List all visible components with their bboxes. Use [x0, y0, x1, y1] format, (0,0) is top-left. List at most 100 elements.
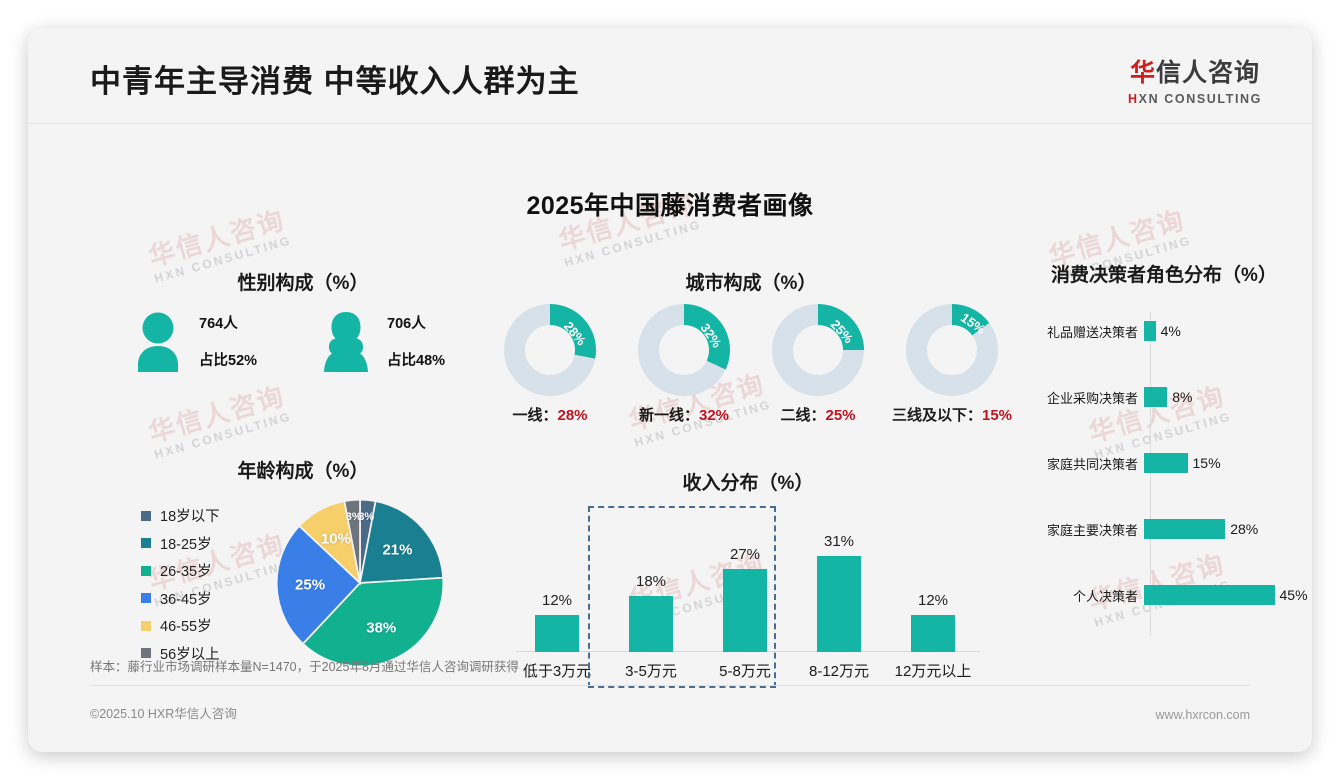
legend-item: 18岁以下: [141, 502, 220, 530]
pie-slice: [343, 498, 361, 584]
legend-item: 36-45岁: [141, 585, 220, 613]
city-donut-item: 32% 新一线：32%: [620, 304, 748, 425]
decision-maker-chart: 礼品赠送决策者 4% 企业采购决策者 8% 家庭共同决策者 15% 家庭主要决策者 28% 个人…: [1014, 306, 1312, 636]
legend-swatch: [141, 510, 151, 521]
city-label-tier1: 一线：28%: [486, 404, 614, 425]
city-label-tier3: 三线及以下：15%: [888, 404, 1016, 425]
gender-female-share: 占比48%: [387, 353, 446, 369]
donut-chart-tier3: 15%: [906, 304, 998, 396]
income-category-label: 低于3万元: [522, 663, 592, 680]
gender-item-male: 764人 占比52%: [131, 310, 257, 372]
pie-value-label: 25%: [295, 576, 326, 594]
decision-maker-section: 消费决策者角色分布（%） 礼品赠送决策者 4% 企业采购决策者 8% 家庭共同决策者 15…: [1014, 260, 1312, 636]
infographic-card: 华信人咨询 HXN CONSULTING 华信人咨询 HXN CONSULTIN…: [28, 28, 1312, 752]
legend-label: 26-35岁: [160, 564, 212, 581]
city-name: 一线：: [512, 407, 558, 424]
city-donut-item: 15% 三线及以下：15%: [888, 304, 1016, 425]
income-bar: [817, 556, 861, 652]
chart-main-title: 2025年中国藤消费者画像: [526, 192, 814, 220]
decision-row-label: 礼品赠送决策者: [1046, 324, 1138, 340]
income-bar: [911, 614, 955, 652]
legend-item: 26-35岁: [141, 557, 220, 585]
donut-chart-tier1: 28%: [504, 304, 596, 396]
legend-item: 18-25岁: [141, 530, 220, 558]
legend-label: 18-25岁: [160, 536, 212, 553]
pie-slice: [301, 576, 445, 668]
decision-maker-title: 消费决策者角色分布（%）: [1051, 265, 1277, 286]
city-section: 城市构成（%） 28% 一线：28% 32% 新一线：32% 25%: [486, 268, 1016, 424]
logo-en-red: H: [1128, 92, 1139, 106]
city-name: 二线：: [780, 407, 826, 424]
income-bar-value: 31%: [823, 533, 855, 551]
income-bar-column: 27%: [698, 546, 792, 652]
age-section-title: 年龄构成（%）: [237, 461, 369, 482]
pie-slice: [275, 524, 362, 645]
legend-item: 46-55岁: [141, 612, 220, 640]
legend-label: 36-45岁: [160, 591, 212, 608]
watermark-en: HXN CONSULTING: [562, 217, 704, 270]
city-name: 新一线：: [638, 407, 699, 424]
decision-row-label: 企业采购决策者: [1046, 390, 1138, 406]
page-title: 中青年主导消费 中等收入人群为主: [90, 64, 580, 99]
decision-row-bar: [1144, 387, 1168, 407]
male-person-icon: [131, 310, 185, 372]
donut-hole: [927, 325, 977, 375]
decision-row-value: 15%: [1192, 455, 1221, 471]
decision-row-value: 45%: [1279, 587, 1308, 603]
age-pie-chart: 3% 21% 38% 25% 10% 3%: [275, 498, 445, 668]
watermark: 华信人咨询 HXN CONSULTING: [145, 381, 294, 462]
gender-male-count: 764人: [199, 316, 238, 332]
logo-english-text: HXN CONSULTING: [1128, 92, 1262, 106]
age-section: 年龄构成（%） 18岁以下 18-25岁 26-35岁 36-45岁 46-55…: [123, 456, 483, 668]
logo-cn-red: 华: [1129, 59, 1156, 87]
city-label-newtier1: 新一线：32%: [620, 404, 748, 425]
income-bar-column: 12%: [886, 592, 980, 652]
decision-row: 家庭共同决策者 15%: [1014, 450, 1312, 476]
legend-label: 56岁以上: [160, 646, 220, 663]
decision-row: 企业采购决策者 8%: [1014, 384, 1312, 410]
gender-male-share: 占比52%: [199, 353, 258, 369]
city-label-tier2: 二线：25%: [754, 404, 882, 425]
footer-copyright: ©2025.10 HXR华信人咨询: [90, 707, 237, 721]
income-category-label: 3-5万元: [625, 663, 677, 680]
watermark-en: HXN CONSULTING: [152, 409, 294, 462]
legend-label: 18岁以下: [160, 509, 220, 526]
decision-row-bar: [1144, 321, 1156, 341]
city-donut-item: 25% 二线：25%: [754, 304, 882, 425]
donut-hole: [793, 325, 843, 375]
company-logo: 华信人咨询 HXN CONSULTING: [1128, 53, 1262, 106]
city-pct: 32%: [698, 407, 730, 424]
pie-value-label: 21%: [382, 541, 413, 559]
decision-row-value: 28%: [1230, 521, 1259, 537]
city-donut-item: 28% 一线：28%: [486, 304, 614, 425]
decision-row-label: 个人决策者: [1072, 588, 1138, 604]
logo-cn-rest: 信人咨询: [1156, 59, 1261, 87]
city-section-title: 城市构成（%）: [685, 273, 817, 294]
decision-row-bar: [1144, 585, 1275, 605]
donut-chart-newtier1: 32%: [638, 304, 730, 396]
header: 中青年主导消费 中等收入人群为主 华信人咨询 HXN CONSULTING: [28, 28, 1312, 124]
sample-note: 样本：藤行业市场调研样本量N=1470，于2025年8月通过华信人咨询调研获得: [90, 656, 1250, 686]
income-section-title: 收入分布（%）: [682, 473, 814, 494]
female-person-icon: [319, 310, 373, 372]
legend-item: 56岁以上: [141, 640, 220, 668]
legend-swatch: [141, 620, 151, 631]
donut-hole: [525, 325, 575, 375]
legend-swatch: [141, 565, 151, 576]
gender-female-count: 706人: [387, 316, 426, 332]
logo-chinese-text: 华信人咨询: [1128, 53, 1262, 89]
legend-swatch: [141, 648, 151, 659]
decision-row-value: 8%: [1172, 389, 1193, 405]
decision-row-bar: [1144, 519, 1226, 539]
income-category-label: 8-12万元: [808, 663, 870, 680]
donut-hole: [659, 325, 709, 375]
decision-row-value: 4%: [1160, 323, 1181, 339]
income-bar-value: 18%: [635, 573, 667, 591]
footer-website[interactable]: www.hxrcon.com: [1155, 708, 1250, 722]
city-pct: 15%: [981, 407, 1013, 424]
city-donut-row: 28% 一线：28% 32% 新一线：32% 25% 二线：25%: [486, 304, 1016, 425]
income-bar-column: 31%: [792, 533, 886, 652]
gender-item-female: 706人 占比48%: [319, 310, 445, 372]
income-bar: [629, 596, 673, 652]
gender-female-text: 706人 占比48%: [387, 312, 445, 370]
